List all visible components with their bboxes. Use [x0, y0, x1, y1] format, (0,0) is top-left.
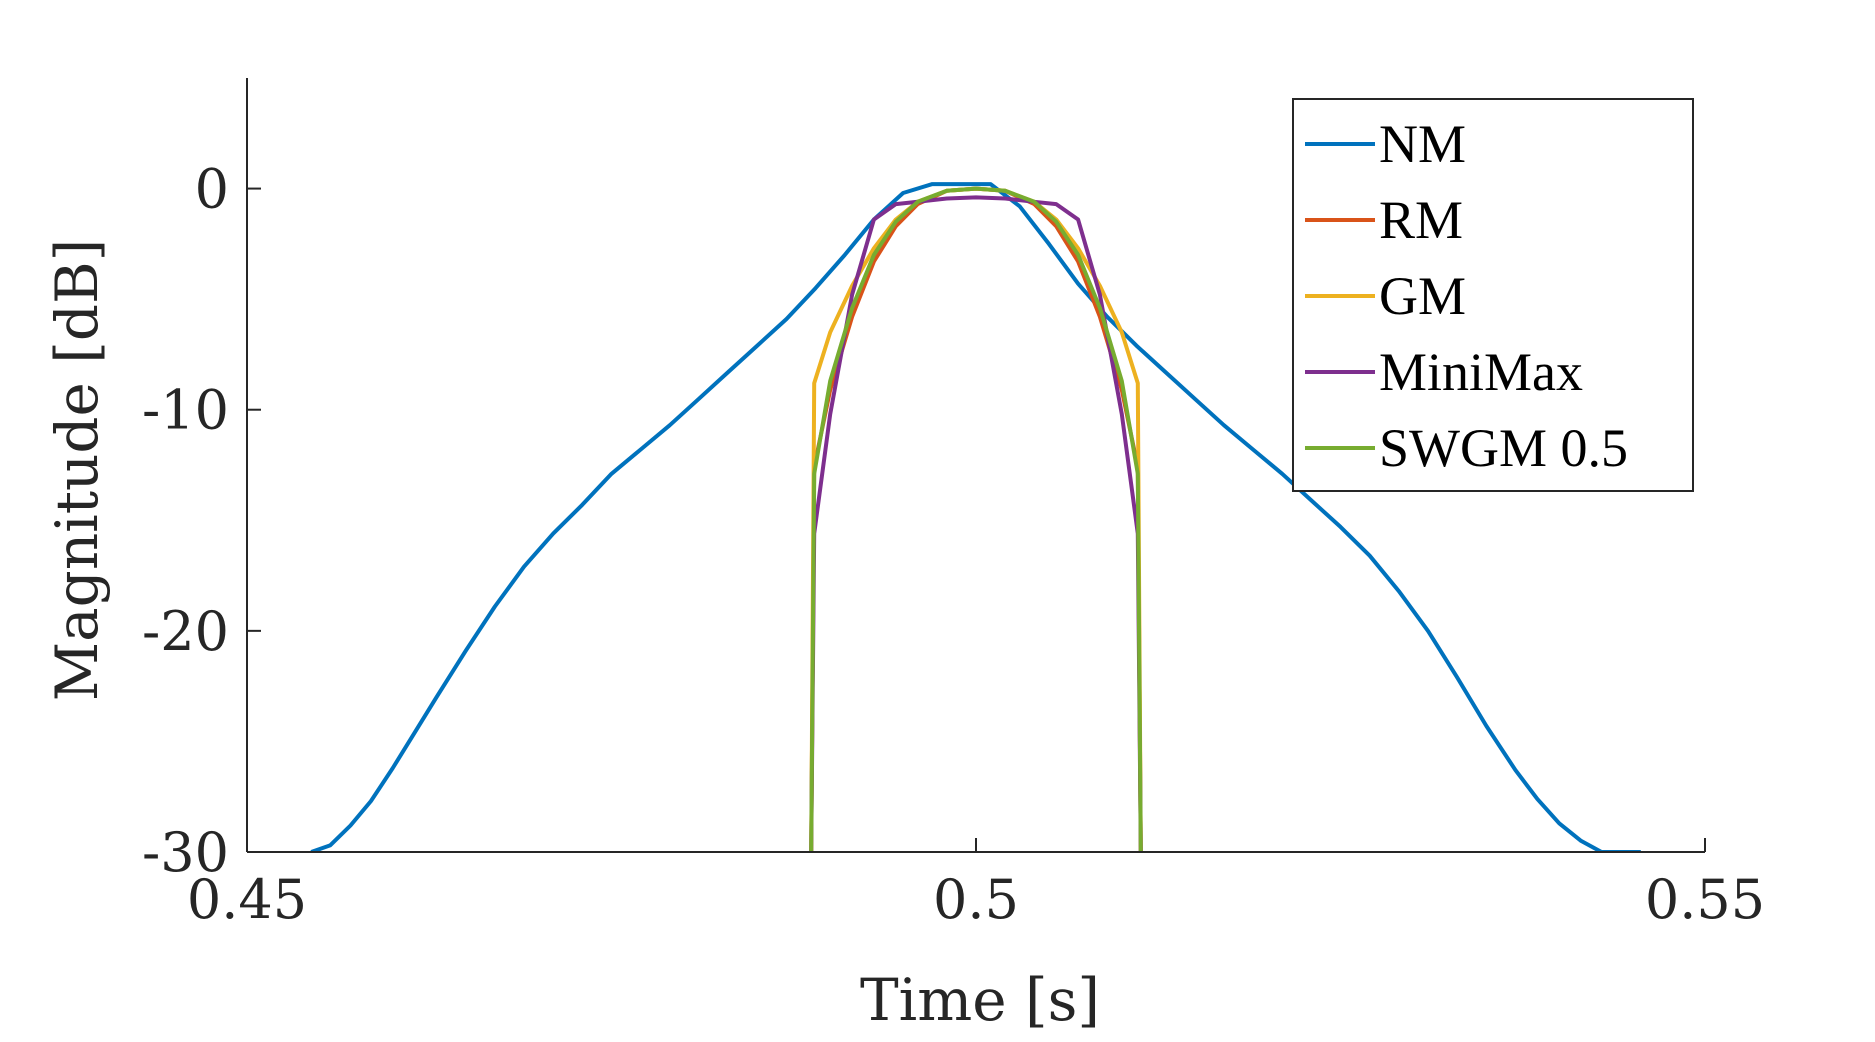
- legend-label: GM: [1379, 266, 1466, 326]
- y-tick-label: -20: [142, 600, 229, 663]
- legend: NM RM GM MiniMax SWGM 0.5: [1292, 98, 1694, 492]
- legend-label: NM: [1379, 114, 1466, 174]
- y-axis-label: Magnitude [dB]: [43, 239, 111, 702]
- y-tick-label: -30: [142, 821, 229, 884]
- x-tick-label: 0.55: [1645, 868, 1765, 931]
- x-tick-label: 0.45: [187, 868, 307, 931]
- legend-label: RM: [1379, 190, 1463, 250]
- y-tick-label: 0: [195, 158, 229, 221]
- series-line-nm: [310, 182, 1641, 852]
- y-tick-label: -10: [142, 379, 229, 442]
- ticks: 0.45 0.5 0.55 -30 -20 -10 0: [142, 158, 1765, 931]
- x-tick-label: 0.5: [933, 868, 1019, 931]
- legend-label: MiniMax: [1379, 342, 1583, 402]
- x-axis-label: Time [s]: [860, 966, 1100, 1034]
- series-line-swgm-0-5: [809, 186, 1143, 852]
- plot-lines: [310, 182, 1641, 852]
- legend-label: SWGM 0.5: [1379, 418, 1628, 478]
